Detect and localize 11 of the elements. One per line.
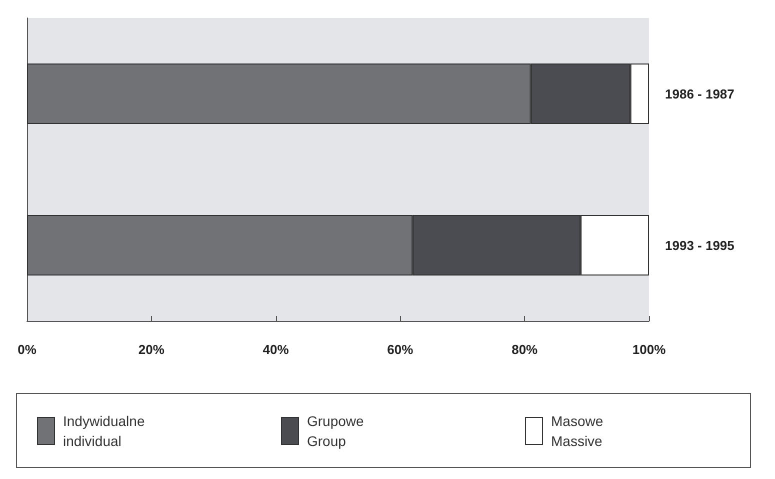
legend-label: Masowe Massive [551,412,604,450]
x-tick-label: 20% [138,342,165,357]
x-tick-label: 0% [18,342,37,357]
x-tick-label: 60% [387,342,414,357]
y-tick-label: 1986 - 1987 [665,86,734,102]
legend-label: Grupowe Group [307,412,364,450]
x-tick-label: 40% [262,342,290,357]
legend-label: Indywidualne individual [63,412,145,450]
x-tick-label: 80% [512,342,538,357]
x-tick-label: 100% [632,342,666,357]
y-tick-label: 1993 - 1995 [665,238,734,253]
